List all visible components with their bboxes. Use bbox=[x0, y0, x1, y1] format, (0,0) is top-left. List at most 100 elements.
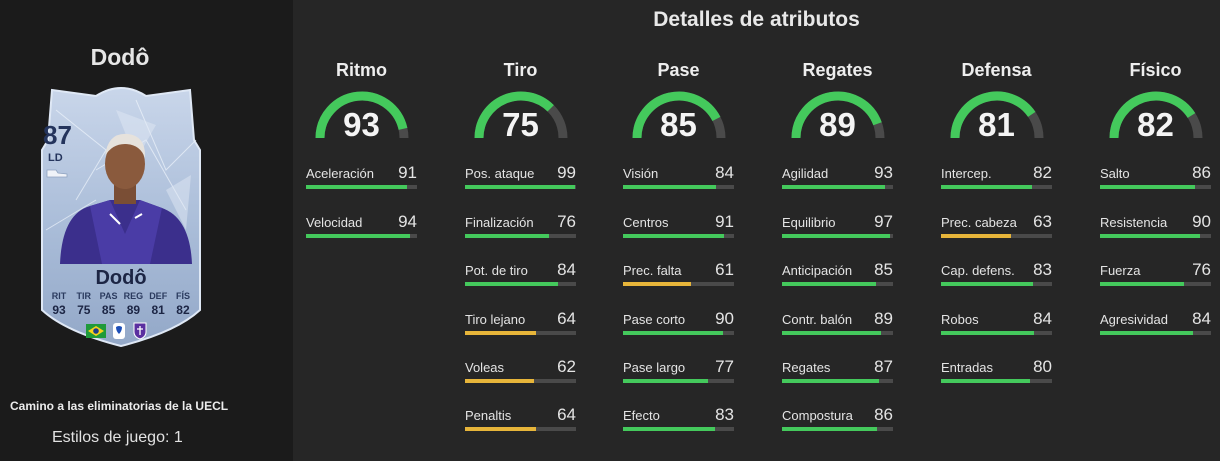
attribute-row: Resistencia 90 bbox=[1100, 212, 1211, 242]
attribute-bar-fill bbox=[941, 234, 1011, 238]
player-panel: Dodô 87 LD Dodô bbox=[0, 0, 293, 461]
attribute-bar-track bbox=[941, 331, 1052, 335]
attribute-row: Fuerza 76 bbox=[1100, 260, 1211, 290]
attribute-row: Finalización 76 bbox=[465, 212, 576, 242]
card-stat-label: REG bbox=[123, 291, 144, 301]
player-card[interactable]: 87 LD Dodô RIT 93 TIR 75 PAS 85 REG 89 DEF 81 FÍS 8… bbox=[36, 80, 206, 348]
gauge-fill bbox=[632, 91, 721, 139]
attribute-bar-track bbox=[941, 379, 1052, 383]
attribute-row: Visión 84 bbox=[623, 163, 734, 193]
attribute-bar-fill bbox=[623, 331, 723, 335]
card-stat-value: 81 bbox=[151, 303, 165, 317]
attribute-bar-track bbox=[1100, 185, 1211, 189]
attribute-bar-fill bbox=[306, 185, 407, 189]
gauge-fill bbox=[474, 91, 554, 139]
category-value: 82 bbox=[1137, 106, 1174, 143]
attribute-bar-track bbox=[782, 185, 893, 189]
category-gauge bbox=[632, 91, 726, 139]
attribute-value: 82 bbox=[1033, 163, 1052, 182]
category-column: Pase 85 Visión 84 Centros 91 Prec. falta 61 Pase… bbox=[621, 0, 736, 461]
category-column: Físico 82 Salto 86 Resistencia 90 Fuerza 76 Agre… bbox=[1098, 0, 1213, 461]
gauge-fill bbox=[1109, 91, 1196, 139]
category-gauge bbox=[1109, 91, 1203, 139]
category-column: Regates 89 Agilidad 93 Equilibrio 97 Anticipac… bbox=[780, 0, 895, 461]
attribute-bar-track bbox=[782, 282, 893, 286]
attribute-bar-fill bbox=[782, 427, 878, 431]
attribute-row: Cap. defens. 83 bbox=[941, 260, 1052, 290]
attribute-label: Compostura bbox=[782, 408, 853, 423]
attribute-bar-track bbox=[782, 379, 893, 383]
attribute-label: Cap. defens. bbox=[941, 263, 1015, 278]
category-gauge bbox=[791, 91, 885, 139]
attribute-row: Equilibrio 97 bbox=[782, 212, 893, 242]
attribute-bar-track bbox=[623, 234, 734, 238]
category-name: Físico bbox=[1129, 60, 1182, 80]
attribute-bar-track bbox=[782, 331, 893, 335]
attribute-label: Intercep. bbox=[941, 166, 992, 181]
attribute-bar-track bbox=[1100, 234, 1211, 238]
attribute-label: Prec. cabeza bbox=[941, 215, 1017, 230]
attribute-row: Intercep. 82 bbox=[941, 163, 1052, 193]
attribute-label: Resistencia bbox=[1100, 215, 1168, 230]
attribute-bar-track bbox=[623, 331, 734, 335]
attribute-value: 90 bbox=[715, 309, 734, 328]
card-stat: TIR 75 bbox=[73, 291, 95, 317]
attribute-row: Prec. cabeza 63 bbox=[941, 212, 1052, 242]
attribute-row: Robos 84 bbox=[941, 309, 1052, 339]
attribute-bar-fill bbox=[1100, 234, 1200, 238]
attribute-value: 63 bbox=[1033, 212, 1052, 231]
attribute-value: 86 bbox=[874, 405, 893, 424]
card-stat-value: 75 bbox=[77, 303, 91, 317]
attribute-row: Entradas 80 bbox=[941, 357, 1052, 387]
attribute-label: Voleas bbox=[465, 360, 505, 375]
attribute-value: 91 bbox=[715, 212, 734, 231]
attribute-bar-track bbox=[623, 427, 734, 431]
attribute-value: 83 bbox=[1033, 260, 1052, 279]
category-gauge bbox=[474, 91, 568, 139]
attribute-value: 83 bbox=[715, 405, 734, 424]
attribute-bar-track bbox=[465, 427, 576, 431]
category-value: 93 bbox=[343, 106, 380, 143]
gauge-fill bbox=[791, 91, 882, 139]
attribute-label: Pase corto bbox=[623, 312, 686, 327]
attribute-label: Finalización bbox=[465, 215, 534, 230]
attribute-bar-track bbox=[623, 282, 734, 286]
attribute-bar-track bbox=[782, 427, 893, 431]
attribute-row: Agilidad 93 bbox=[782, 163, 893, 193]
attribute-bar-track bbox=[941, 282, 1052, 286]
section-title: Detalles de atributos bbox=[653, 8, 860, 31]
category-name: Ritmo bbox=[336, 60, 387, 80]
category-value: 81 bbox=[978, 106, 1015, 143]
gauge-fill bbox=[315, 91, 408, 139]
attribute-value: 84 bbox=[715, 163, 734, 182]
attribute-value: 86 bbox=[1192, 163, 1211, 182]
category-gauge bbox=[315, 91, 409, 139]
attribute-label: Aceleración bbox=[306, 166, 374, 181]
attribute-bar-fill bbox=[782, 185, 886, 189]
attribute-bar-fill bbox=[465, 331, 537, 335]
attribute-bar-fill bbox=[465, 185, 575, 189]
attribute-row: Aceleración 91 bbox=[306, 163, 417, 193]
attribute-bar-track bbox=[306, 234, 417, 238]
attribute-row: Penaltis 64 bbox=[465, 405, 576, 435]
card-stat-value: 82 bbox=[176, 303, 190, 317]
league-logo-icon bbox=[113, 323, 125, 339]
attribute-bar-fill bbox=[941, 331, 1035, 335]
card-position: LD bbox=[48, 152, 63, 164]
attribute-value: 77 bbox=[715, 357, 734, 376]
attribute-bar-fill bbox=[1100, 331, 1194, 335]
attribute-value: 89 bbox=[874, 309, 893, 328]
attribute-label: Centros bbox=[623, 215, 669, 230]
attribute-row: Pase largo 77 bbox=[623, 357, 734, 387]
card-rating: 87 bbox=[43, 120, 72, 150]
attribute-bar-fill bbox=[782, 379, 879, 383]
attribute-bar-fill bbox=[623, 427, 716, 431]
card-stats: RIT 93 TIR 75 PAS 85 REG 89 DEF 81 FÍS 82 bbox=[48, 291, 194, 317]
attribute-value: 62 bbox=[557, 357, 576, 376]
attribute-row: Pase corto 90 bbox=[623, 309, 734, 339]
attribute-row: Agresividad 84 bbox=[1100, 309, 1211, 339]
attribute-label: Anticipación bbox=[782, 263, 853, 278]
attribute-label: Robos bbox=[941, 312, 979, 327]
category-column: Ritmo 93 Aceleración 91 Velocidad 94 bbox=[304, 0, 419, 461]
attribute-value: 97 bbox=[874, 212, 893, 231]
